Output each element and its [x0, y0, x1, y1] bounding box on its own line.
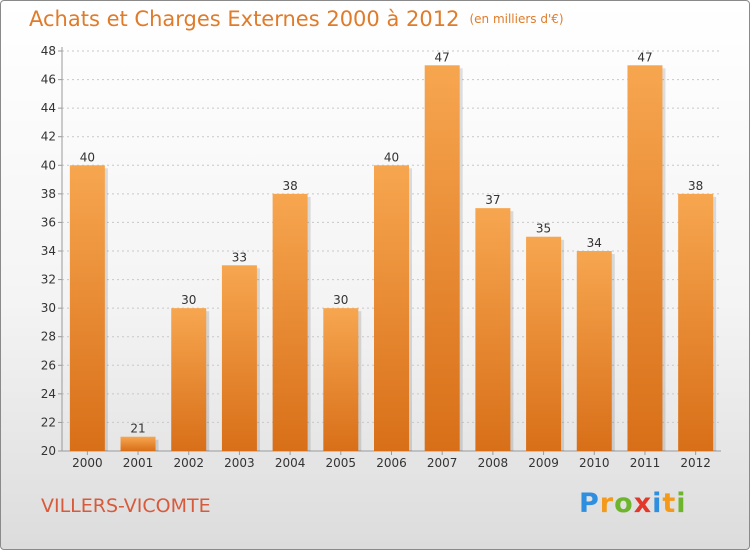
data-label: 33	[232, 250, 247, 264]
data-label: 30	[181, 293, 196, 307]
proxiti-logo[interactable]: Proxiti	[579, 488, 687, 519]
y-tick-label: 44	[41, 101, 56, 115]
bar-2001	[120, 436, 156, 451]
bar-2006	[374, 165, 409, 452]
x-tick-label: 2003	[224, 456, 255, 470]
bar-2008	[475, 208, 511, 451]
y-tick-label: 22	[41, 415, 56, 429]
logo-letter: r	[599, 488, 615, 519]
data-label: 40	[384, 150, 399, 164]
bar-2012	[678, 193, 714, 451]
logo-letter: t	[662, 488, 677, 519]
logo-letter: x	[633, 488, 653, 519]
bar-2000	[69, 165, 105, 452]
chart-title: Achats et Charges Externes 2000 à 2012 (e…	[29, 7, 564, 31]
chart-unit: (en milliers d'€)	[469, 12, 564, 26]
x-tick-label: 2007	[427, 456, 458, 470]
x-tick-label: 2011	[630, 456, 661, 470]
data-label: 38	[688, 179, 703, 193]
data-label: 30	[333, 293, 348, 307]
x-tick-label: 2002	[173, 456, 204, 470]
y-tick-label: 28	[41, 330, 56, 344]
y-tick-label: 36	[41, 215, 56, 229]
data-label: 40	[80, 150, 95, 164]
bar-2010	[576, 251, 612, 451]
data-label: 35	[536, 222, 551, 236]
bar-2007	[424, 65, 460, 452]
y-tick-label: 30	[41, 301, 56, 315]
x-tick-label: 2009	[528, 456, 559, 470]
data-label: 38	[282, 179, 297, 193]
y-tick-label: 34	[41, 244, 56, 258]
data-label: 21	[130, 422, 145, 436]
x-tick-label: 2006	[376, 456, 407, 470]
x-tick-label: 2012	[680, 456, 711, 470]
bar-2004	[272, 193, 308, 451]
chart-title-text: Achats et Charges Externes 2000 à 2012	[29, 7, 460, 31]
y-tick-label: 40	[41, 158, 56, 172]
y-tick-label: 48	[41, 44, 56, 58]
y-tick-label: 24	[41, 387, 56, 401]
data-label: 47	[637, 50, 652, 64]
logo-letter: i	[676, 488, 687, 519]
bar-2002	[171, 308, 207, 451]
y-tick-label: 20	[41, 444, 56, 458]
logo-letter: P	[579, 488, 600, 519]
y-tick-label: 42	[41, 130, 56, 144]
y-tick-label: 26	[41, 358, 56, 372]
logo-letter: i	[652, 488, 663, 519]
data-label: 37	[485, 193, 500, 207]
x-tick-label: 2010	[579, 456, 610, 470]
bar-2005	[323, 308, 359, 451]
y-tick-label: 38	[41, 187, 56, 201]
bar-2009	[526, 236, 562, 451]
x-tick-label: 2008	[478, 456, 509, 470]
y-tick-label: 46	[41, 73, 56, 87]
x-tick-label: 2005	[326, 456, 357, 470]
commune-name: VILLERS-VICOMTE	[41, 495, 211, 517]
x-tick-label: 2004	[275, 456, 306, 470]
data-label: 47	[435, 50, 450, 64]
data-label: 34	[587, 236, 602, 250]
y-tick-label: 32	[41, 273, 56, 287]
bar-2003	[221, 265, 257, 451]
logo-letter: o	[614, 488, 634, 519]
x-tick-label: 2000	[72, 456, 103, 470]
x-tick-label: 2001	[123, 456, 154, 470]
bar-2011	[627, 65, 663, 452]
